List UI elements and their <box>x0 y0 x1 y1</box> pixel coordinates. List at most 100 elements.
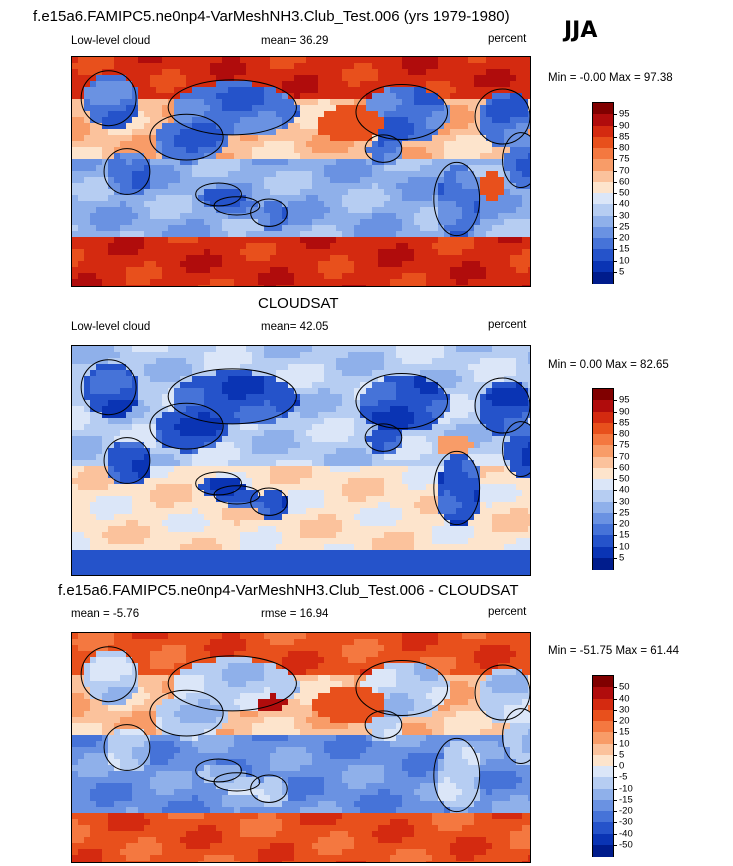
map-cell <box>402 466 409 473</box>
map-cell <box>282 75 289 82</box>
map-cell <box>252 454 259 461</box>
map-cell <box>228 436 235 443</box>
map-cell <box>318 261 325 268</box>
map-cell <box>258 454 265 461</box>
map-cell <box>102 273 109 280</box>
map-cell <box>438 430 445 437</box>
map-cell <box>528 412 530 419</box>
map-cell <box>486 81 493 88</box>
map-cell <box>138 346 145 353</box>
map-cell <box>462 388 469 395</box>
map-cell <box>390 195 397 202</box>
map-cell <box>474 57 481 64</box>
map-cell <box>288 75 295 82</box>
map-cell <box>378 352 385 359</box>
map-cell <box>174 183 181 190</box>
map-cell <box>456 117 463 124</box>
map-cell <box>210 273 217 280</box>
map-cell <box>492 201 499 208</box>
map-cell <box>480 237 487 244</box>
map-cell <box>138 249 145 256</box>
map-cell <box>186 237 193 244</box>
map-cell <box>78 129 85 136</box>
map-cell <box>504 225 511 232</box>
map-cell <box>492 237 499 244</box>
map-cell <box>192 135 199 142</box>
map-cell <box>438 448 445 455</box>
map-cell <box>312 231 319 238</box>
map-cell <box>342 129 349 136</box>
map-cell <box>522 346 529 353</box>
map-cell <box>288 195 295 202</box>
map-cell <box>192 460 199 467</box>
map-cell <box>270 448 277 455</box>
map-cell <box>354 171 361 178</box>
map-cell <box>90 87 97 94</box>
map-cell <box>120 135 127 142</box>
map-cell <box>282 195 289 202</box>
map-cell <box>252 358 259 365</box>
map-cell <box>420 382 427 389</box>
map-cell <box>264 346 271 353</box>
map-cell <box>258 448 265 455</box>
map-cell <box>288 63 295 70</box>
map-cell <box>402 478 409 485</box>
map-cell <box>510 285 517 286</box>
map-cell <box>372 159 379 166</box>
map-cell <box>252 478 259 485</box>
map-cell <box>294 376 301 383</box>
map-cell <box>336 183 343 190</box>
map-cell <box>102 243 109 250</box>
map-cell <box>330 249 337 256</box>
map-cell <box>90 135 97 142</box>
map-cell <box>252 213 259 220</box>
map-cell <box>468 207 475 214</box>
map-cell <box>90 418 97 425</box>
map-cell <box>468 424 475 431</box>
map-cell <box>150 129 157 136</box>
map-cell <box>180 454 187 461</box>
map-cell <box>312 123 319 130</box>
map-cell <box>240 400 247 407</box>
map-cell <box>78 454 85 461</box>
map-cell <box>330 406 337 413</box>
map-cell <box>72 358 79 365</box>
map-cell <box>132 63 139 70</box>
map-cell <box>378 219 385 226</box>
map-cell <box>492 472 499 479</box>
colorbar-swatch <box>593 215 613 228</box>
map-cell <box>498 394 505 401</box>
map-cell <box>528 183 530 190</box>
map-cell <box>252 123 259 130</box>
map-cell <box>108 75 115 82</box>
map-cell <box>450 123 457 130</box>
map-cell <box>126 436 133 443</box>
map-cell <box>372 358 379 365</box>
map-cell <box>438 183 445 190</box>
map-cell <box>408 75 415 82</box>
map-cell <box>120 105 127 112</box>
map-cell <box>144 484 151 491</box>
map-cell <box>270 99 277 106</box>
map-cell <box>492 442 499 449</box>
map-cell <box>132 255 139 262</box>
map-cell <box>132 466 139 473</box>
map-cell <box>264 490 271 497</box>
map-cell <box>228 430 235 437</box>
map-cell <box>300 201 307 208</box>
map-cell <box>528 400 530 407</box>
map-cell <box>354 153 361 160</box>
map-cell <box>432 75 439 82</box>
map-cell <box>144 388 151 395</box>
map-cell <box>108 231 115 238</box>
map-cell <box>108 183 115 190</box>
map-cell <box>204 364 211 371</box>
map-cell <box>192 231 199 238</box>
map-cell <box>138 231 145 238</box>
map-cell <box>240 183 247 190</box>
map-cell <box>390 346 397 353</box>
map-cell <box>432 81 439 88</box>
map-cell <box>492 105 499 112</box>
map-cell <box>384 406 391 413</box>
map-cell <box>198 285 205 286</box>
